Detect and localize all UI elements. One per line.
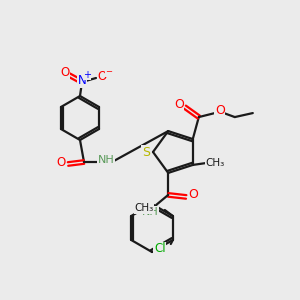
Text: Cl: Cl — [154, 242, 166, 256]
Text: CH₃: CH₃ — [205, 158, 224, 168]
Text: O: O — [60, 67, 70, 80]
Text: N: N — [78, 74, 86, 88]
Text: O: O — [215, 103, 225, 117]
Text: NH: NH — [142, 207, 159, 217]
Text: −: − — [106, 68, 112, 76]
Text: CH₃: CH₃ — [134, 203, 154, 213]
Text: O: O — [188, 188, 198, 201]
Text: O: O — [174, 98, 184, 111]
Text: O: O — [98, 70, 106, 83]
Text: O: O — [56, 157, 66, 169]
Text: NH: NH — [98, 155, 114, 165]
Text: +: + — [83, 70, 91, 80]
Text: S: S — [142, 146, 150, 158]
